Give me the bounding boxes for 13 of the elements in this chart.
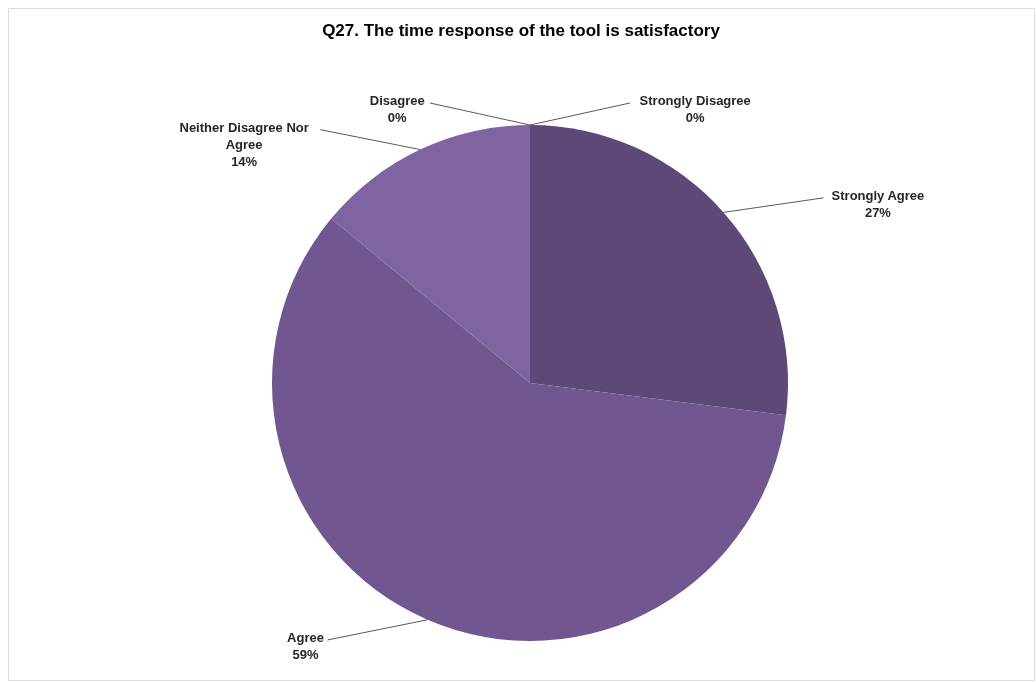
chart-title: Q27. The time response of the tool is satisfactory — [322, 21, 721, 40]
data-label: 14% — [231, 153, 258, 169]
slice-label: Agree — [287, 629, 324, 645]
text: 0% — [387, 109, 407, 125]
category-label: Disagree — [369, 92, 425, 108]
category-label: Strongly Disagree — [639, 92, 751, 108]
slice-label: Strongly Agree — [831, 187, 925, 203]
slice-label: Neither Disagree Nor Agree — [179, 119, 309, 152]
pie-slice — [331, 125, 530, 383]
data-label: 27% — [864, 204, 892, 220]
text: 0% — [685, 109, 705, 125]
pie-slice — [530, 125, 788, 416]
data-label: 59% — [292, 646, 319, 662]
